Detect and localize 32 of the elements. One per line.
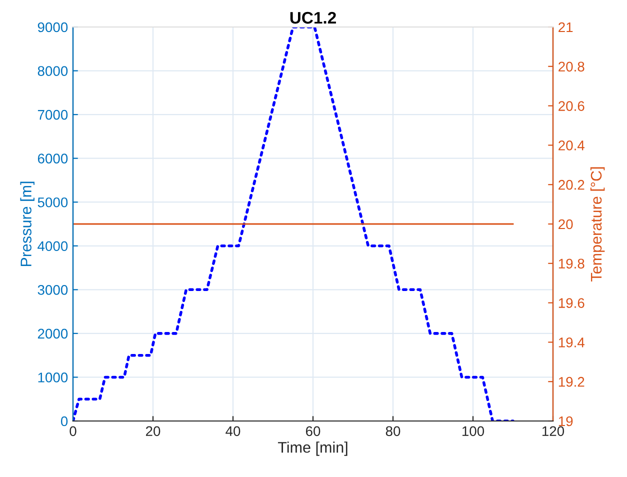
y-axis-title: Pressure [m] [20, 182, 34, 266]
y-tick-label: 6000 [38, 154, 68, 164]
y2-tick-label: 20 [558, 219, 573, 230]
y-tick-label: 4000 [38, 241, 68, 252]
y-tick-label: 1000 [38, 372, 68, 382]
y-tick-label: 3000 [38, 285, 68, 295]
y2-tick-label: 20.6 [558, 101, 584, 111]
x-tick-label: 120 [542, 426, 564, 436]
y2-axis-title: Temperature [°C] [590, 167, 605, 282]
y2-tick-label: 20.2 [558, 180, 584, 190]
y-tick-label: 7000 [38, 110, 68, 120]
x-tick-label: 20 [146, 426, 160, 436]
y-tick-label: 0 [60, 416, 68, 426]
y-tick-label: 8000 [38, 66, 68, 76]
y2-tick-label: 19.4 [558, 338, 584, 348]
y2-tick-label: 19.6 [558, 298, 584, 308]
x-tick-label: 40 [226, 426, 240, 436]
y-tick-label: 9000 [38, 22, 68, 32]
x-tick-label: 0 [70, 426, 76, 436]
x-axis-title: Time [min] [278, 442, 348, 456]
y2-tick-label: 20.4 [558, 140, 584, 150]
y-tick-label: 2000 [38, 328, 68, 339]
y2-tick-label: 20.8 [558, 62, 584, 72]
y2-tick-label: 21 [558, 22, 573, 32]
y2-tick-label: 19.2 [558, 376, 584, 387]
x-tick-label: 100 [462, 426, 484, 436]
y-tick-label: 5000 [38, 197, 68, 208]
y2-tick-label: 19 [558, 416, 573, 426]
chart-title: UC1.2 [290, 12, 336, 24]
x-tick-label: 60 [306, 426, 320, 436]
x-tick-label: 80 [386, 426, 400, 436]
y2-tick-label: 19.8 [558, 258, 584, 269]
